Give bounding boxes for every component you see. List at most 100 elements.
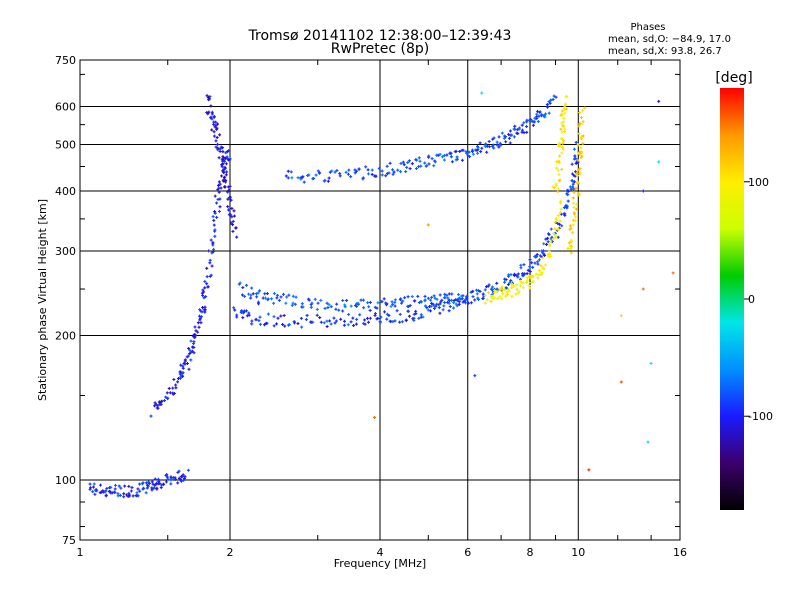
data-point [492,136,496,140]
data-point [528,270,532,274]
data-point [498,288,502,292]
data-point [536,120,540,124]
data-point [573,219,577,223]
data-point [572,147,576,151]
data-point [520,123,524,127]
data-point [333,321,337,325]
data-point [441,155,445,159]
data-point [227,188,231,192]
data-point [566,188,570,192]
data-point [91,485,95,489]
data-point [215,127,219,131]
data-point [375,306,379,310]
data-point [108,489,112,493]
data-point [285,295,289,299]
data-point [158,401,162,405]
data-point [212,130,216,134]
data-point [412,316,416,320]
data-point [205,275,209,279]
data-point [343,305,347,309]
data-point [465,294,469,298]
data-point [577,181,581,185]
data-point [276,316,280,320]
data-point [208,258,212,262]
data-point [172,477,176,481]
data-point [545,103,549,107]
data-point [531,279,535,283]
data-point [421,315,425,319]
data-point [430,157,434,161]
data-point [315,307,319,311]
data-point [403,296,407,300]
data-point [528,265,532,269]
data-point [181,371,185,375]
data-point [181,473,185,477]
data-point [266,297,270,301]
data-point [510,282,514,286]
data-point [449,151,453,155]
data-point [527,118,531,122]
data-point [356,301,360,305]
data-point [182,477,186,481]
data-point [187,367,191,371]
data-point [536,109,540,113]
data-point [522,131,526,135]
data-point [224,162,228,166]
data-point [166,397,170,401]
data-point [574,161,578,165]
data-point [205,266,209,270]
data-point [549,255,553,259]
data-point [217,186,221,190]
data-point [465,151,469,155]
data-point [578,171,582,175]
data-point [405,165,409,169]
data-point [180,475,184,479]
data-point [417,316,421,320]
stats-heading: Phases [630,22,665,33]
data-point [497,145,501,149]
data-point [525,125,529,129]
data-point [438,311,442,315]
x-tick-label: 8 [527,546,534,559]
data-point [179,363,183,367]
data-point [477,297,481,301]
data-point [383,310,387,314]
data-point [400,301,404,305]
data-point [516,291,520,295]
data-point [426,296,430,300]
data-point [541,251,545,255]
data-point [556,214,560,218]
data-point [127,484,131,488]
data-point [557,173,561,177]
data-point [671,271,675,275]
data-point [234,226,238,230]
data-point [235,235,239,239]
data-point [406,309,410,313]
colorbar-tick-label: -100 [748,410,773,423]
data-point [226,190,230,194]
data-point [212,134,216,138]
data-point [382,297,386,301]
data-point [489,299,493,303]
data-point [445,293,449,297]
data-point [559,127,563,131]
data-point [512,273,516,277]
data-point [460,158,464,162]
data-point [529,274,533,278]
data-point [353,171,357,175]
data-point [349,320,353,324]
data-point [539,264,543,268]
data-point [203,308,207,312]
data-point [113,487,117,491]
data-point [385,164,389,168]
data-point [393,304,397,308]
data-point [212,122,216,126]
data-point [455,155,459,159]
data-point [193,333,197,337]
data-point [544,237,548,241]
data-point [196,321,200,325]
data-point [118,493,122,497]
data-point [473,298,477,302]
y-tick-label: 600 [55,101,76,114]
data-point [346,323,350,327]
